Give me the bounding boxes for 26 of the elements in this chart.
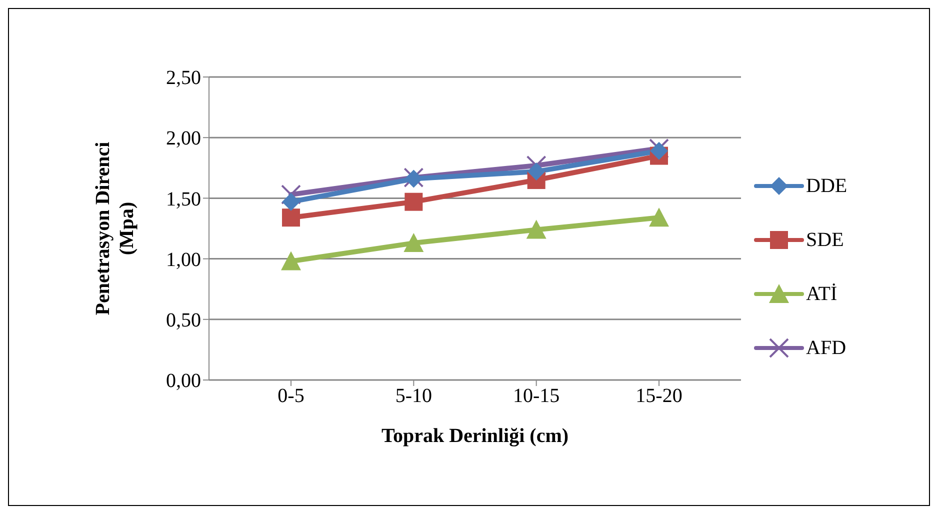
y-tick-label: 0,00 (166, 370, 201, 392)
x-axis-title: Toprak Derinliği (cm) (381, 425, 569, 447)
y-tick-label: 2,00 (166, 128, 201, 150)
x-tick-label: 0-5 (278, 385, 304, 408)
point (526, 220, 546, 239)
legend-label: ATİ (806, 282, 838, 306)
y-tick-label: 0,50 (166, 310, 201, 332)
y-tick-label: 2,50 (166, 67, 201, 90)
point (282, 192, 300, 211)
point (526, 155, 546, 176)
point (404, 233, 424, 252)
point (282, 208, 300, 227)
legend-label: DDE (806, 174, 848, 198)
point (527, 162, 546, 181)
point (404, 192, 423, 211)
point (649, 208, 669, 227)
legend-label: SDE (806, 228, 844, 252)
legend-label: AFD (806, 336, 846, 360)
point (281, 251, 301, 270)
x-tick-label: 15-20 (636, 385, 682, 408)
x-tick-label: 5-10 (395, 385, 432, 408)
y-tick-label: 1,50 (166, 188, 201, 210)
y-axis-title: Penetrasyon Direnci (Mpa) (92, 141, 138, 316)
x-tick-label: 10-15 (512, 385, 560, 408)
y-tick-label: 1,00 (166, 248, 201, 271)
point (281, 184, 301, 205)
